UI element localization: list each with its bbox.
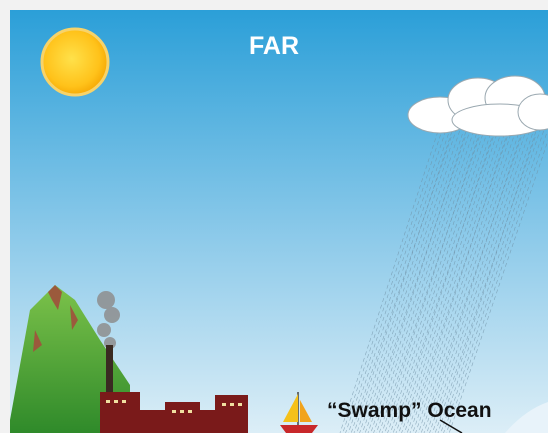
sun	[42, 29, 108, 95]
ocean-label: “Swamp” Ocean	[327, 399, 492, 422]
title: FAR	[249, 32, 299, 60]
smokestack	[106, 345, 113, 395]
scene: FAR “Swamp” Ocean	[0, 0, 548, 433]
